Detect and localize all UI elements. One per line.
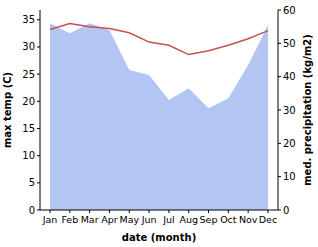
x-tick-label: Jan <box>42 214 58 225</box>
x-axis <box>40 210 278 211</box>
x-tick <box>268 210 269 213</box>
y2-tick <box>278 143 281 144</box>
x-tick-label: Apr <box>101 214 118 225</box>
y-tick-label: 35 <box>22 14 35 25</box>
y2-tick <box>278 76 281 77</box>
y-tick-label: 30 <box>22 41 35 52</box>
x-tick <box>69 210 70 213</box>
x-tick-label: Sep <box>200 214 218 225</box>
x-tick-label: Feb <box>61 214 78 225</box>
x-tick <box>109 210 110 213</box>
y-tick <box>37 74 40 75</box>
y2-tick-label: 60 <box>283 5 296 16</box>
y2-tick-label: 0 <box>283 205 289 216</box>
plot-area <box>50 23 268 210</box>
y2-tick <box>278 43 281 44</box>
y2-tick <box>278 10 281 11</box>
y-tick <box>37 155 40 156</box>
y-tick <box>37 46 40 47</box>
x-tick-label: Oct <box>220 214 237 225</box>
y-tick-label: 5 <box>29 177 35 188</box>
y2-tick-label: 10 <box>283 171 296 182</box>
x-tick <box>248 210 249 213</box>
x-tick-label: Dec <box>259 214 277 225</box>
y-tick <box>37 210 40 211</box>
x-tick <box>149 210 150 213</box>
x-tick-label: Mar <box>81 214 99 225</box>
y-tick <box>37 182 40 183</box>
x-tick-label: May <box>119 214 139 225</box>
x-tick-label: Nov <box>239 214 258 225</box>
y2-tick <box>278 110 281 111</box>
x-tick <box>188 210 189 213</box>
x-tick-label: Jul <box>162 214 174 225</box>
y2-label: med. precipitation (kg/m2) <box>302 34 313 186</box>
y-tick-label: 25 <box>22 69 35 80</box>
y-tick-label: 20 <box>22 96 35 107</box>
x-tick <box>129 210 130 213</box>
x-tick <box>168 210 169 213</box>
y-tick-label: 0 <box>29 205 35 216</box>
x-label: date (month) <box>122 232 196 243</box>
y-tick-label: 10 <box>22 150 35 161</box>
x-tick-label: Aug <box>179 214 198 225</box>
x-tick <box>89 210 90 213</box>
y2-tick <box>278 210 281 211</box>
temp-line <box>50 24 268 55</box>
y2-tick-label: 50 <box>283 38 296 49</box>
y-tick-label: 15 <box>22 123 35 134</box>
x-tick <box>208 210 209 213</box>
precip-area <box>50 23 268 210</box>
y2-tick <box>278 176 281 177</box>
x-tick-label: Jun <box>141 214 157 225</box>
y2-tick-label: 20 <box>283 138 296 149</box>
x-tick <box>50 210 51 213</box>
y-axis <box>40 10 41 210</box>
y2-tick-label: 30 <box>283 105 296 116</box>
chart: 0 5 10 15 20 25 30 35 0 10 20 30 40 50 60 JanFebMarAprM… <box>0 0 318 247</box>
y-tick <box>37 101 40 102</box>
y-tick <box>37 19 40 20</box>
y-tick <box>37 128 40 129</box>
x-tick <box>228 210 229 213</box>
y-label: max temp (C) <box>2 72 13 148</box>
y2-tick-label: 40 <box>283 71 296 82</box>
